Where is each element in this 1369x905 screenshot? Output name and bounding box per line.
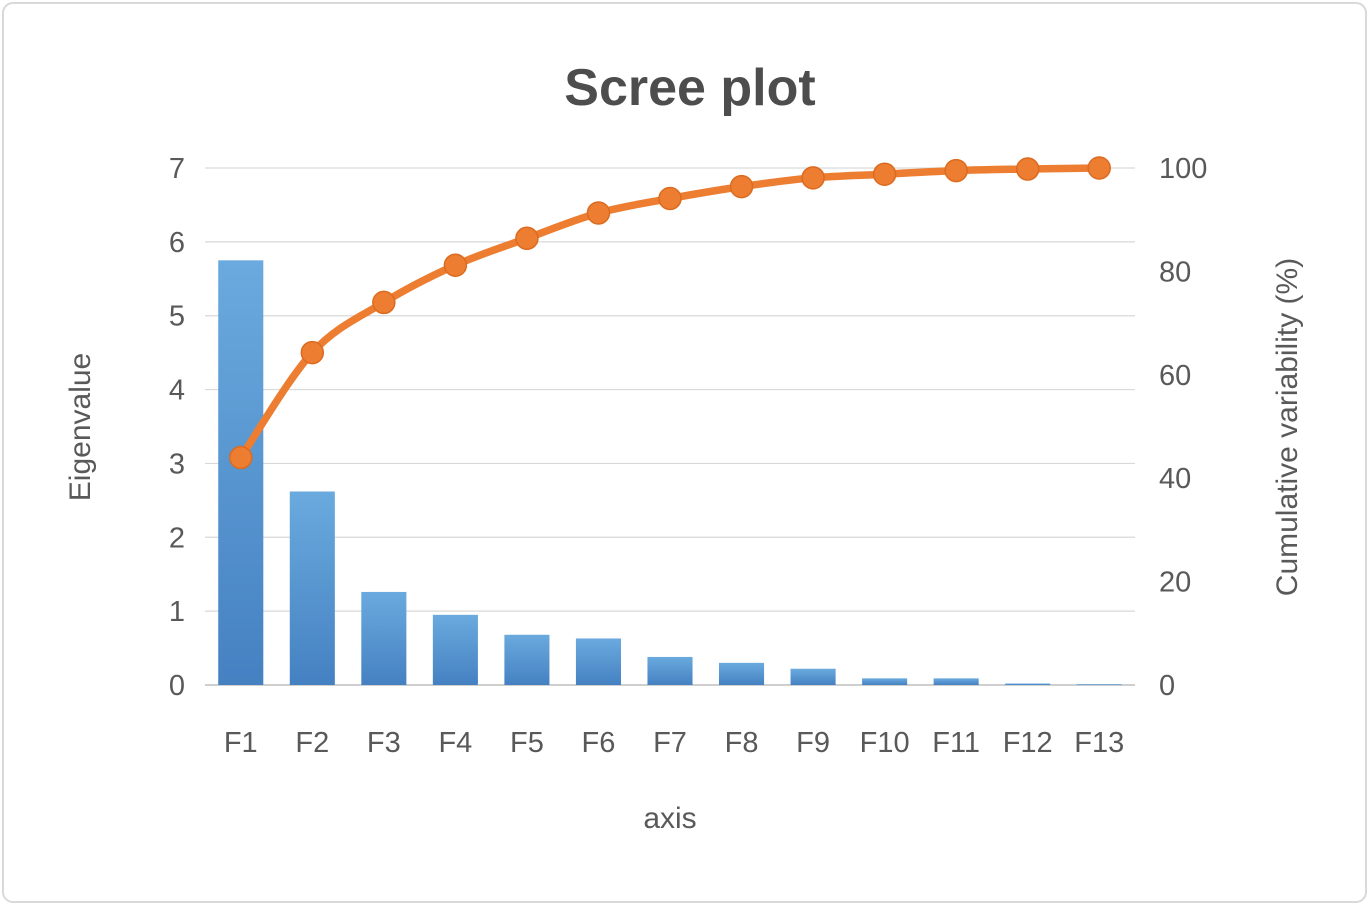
left-axis-tick-labels: 0 1 2 3 4 5 6 7 (169, 153, 185, 702)
cumulative-marker-F13 (1087, 156, 1111, 180)
cumulative-marker-F6 (586, 201, 611, 225)
left-axis-tick-2: 2 (169, 522, 185, 554)
category-label-F6: F6 (582, 727, 616, 759)
left-axis-tick-3: 3 (169, 448, 185, 480)
category-label-F8: F8 (725, 727, 759, 759)
left-axis-tick-4: 4 (169, 375, 185, 407)
eigenvalue-bar-F6 (575, 638, 621, 685)
cumulative-marker-F10 (872, 162, 897, 186)
right-axis-tick-60: 60 (1159, 360, 1191, 392)
cumulative-marker-F8 (729, 174, 754, 199)
left-axis-tick-5: 5 (169, 301, 185, 333)
cumulative-marker-F3 (372, 290, 396, 315)
eigenvalue-bar-F11 (933, 678, 979, 685)
left-axis-tick-1: 1 (169, 596, 185, 628)
eigenvalue-bar-F1 (218, 260, 264, 685)
category-label-F4: F4 (438, 727, 472, 759)
eigenvalue-bar-F3 (361, 591, 407, 685)
category-label-F12: F12 (1003, 727, 1053, 759)
cumulative-marker-F1 (229, 445, 253, 470)
left-axis-title: Eigenvalue (64, 353, 97, 501)
category-label-F5: F5 (510, 727, 544, 759)
category-label-F13: F13 (1074, 727, 1124, 759)
cumulative-marker-F9 (801, 166, 825, 190)
cumulative-line-series (229, 156, 1111, 470)
cumulative-marker-F2 (300, 340, 325, 365)
right-axis-tick-80: 80 (1159, 256, 1191, 288)
right-axis-tick-40: 40 (1159, 463, 1191, 495)
category-label-F9: F9 (796, 727, 830, 759)
right-axis-title: Cumulative variability (%) (1271, 258, 1304, 596)
eigenvalue-bar-F10 (862, 678, 908, 685)
cumulative-marker-F11 (944, 158, 968, 183)
right-axis-tick-0: 0 (1159, 670, 1175, 702)
left-axis-tick-0: 0 (169, 670, 185, 702)
cumulative-marker-F12 (1015, 157, 1040, 181)
right-axis-tick-labels: 0 20 40 60 80 100 (1159, 153, 1207, 702)
category-label-F7: F7 (653, 727, 687, 759)
category-label-F11: F11 (932, 727, 980, 759)
right-axis-tick-20: 20 (1159, 567, 1191, 599)
cumulative-marker-F4 (443, 253, 468, 277)
category-label-F2: F2 (295, 727, 329, 759)
cumulative-marker-F5 (515, 226, 539, 251)
eigenvalue-bars (218, 260, 1122, 686)
cumulative-marker-F7 (658, 186, 682, 211)
eigenvalue-bar-F13 (1076, 684, 1122, 686)
eigenvalue-bar-F2 (289, 491, 335, 685)
right-axis-tick-100: 100 (1159, 153, 1207, 185)
category-label-F10: F10 (860, 727, 910, 759)
left-axis-tick-6: 6 (169, 227, 185, 259)
chart-title: Scree plot (564, 59, 815, 117)
category-label-F1: F1 (224, 727, 258, 759)
x-axis-category-labels: F1 F2 F3 F4 F5 F6 F7 F8 F9 F10 F11 F12 F13 (224, 727, 1124, 759)
eigenvalue-bar-F4 (432, 614, 478, 685)
x-axis-title: axis (643, 802, 696, 835)
left-axis-tick-7: 7 (169, 153, 185, 185)
eigenvalue-bar-F8 (719, 662, 765, 685)
eigenvalue-bar-F12 (1005, 683, 1051, 685)
eigenvalue-bar-F9 (790, 668, 836, 685)
eigenvalue-bar-F7 (647, 656, 693, 685)
eigenvalue-bar-F5 (504, 634, 550, 685)
category-label-F3: F3 (367, 727, 401, 759)
